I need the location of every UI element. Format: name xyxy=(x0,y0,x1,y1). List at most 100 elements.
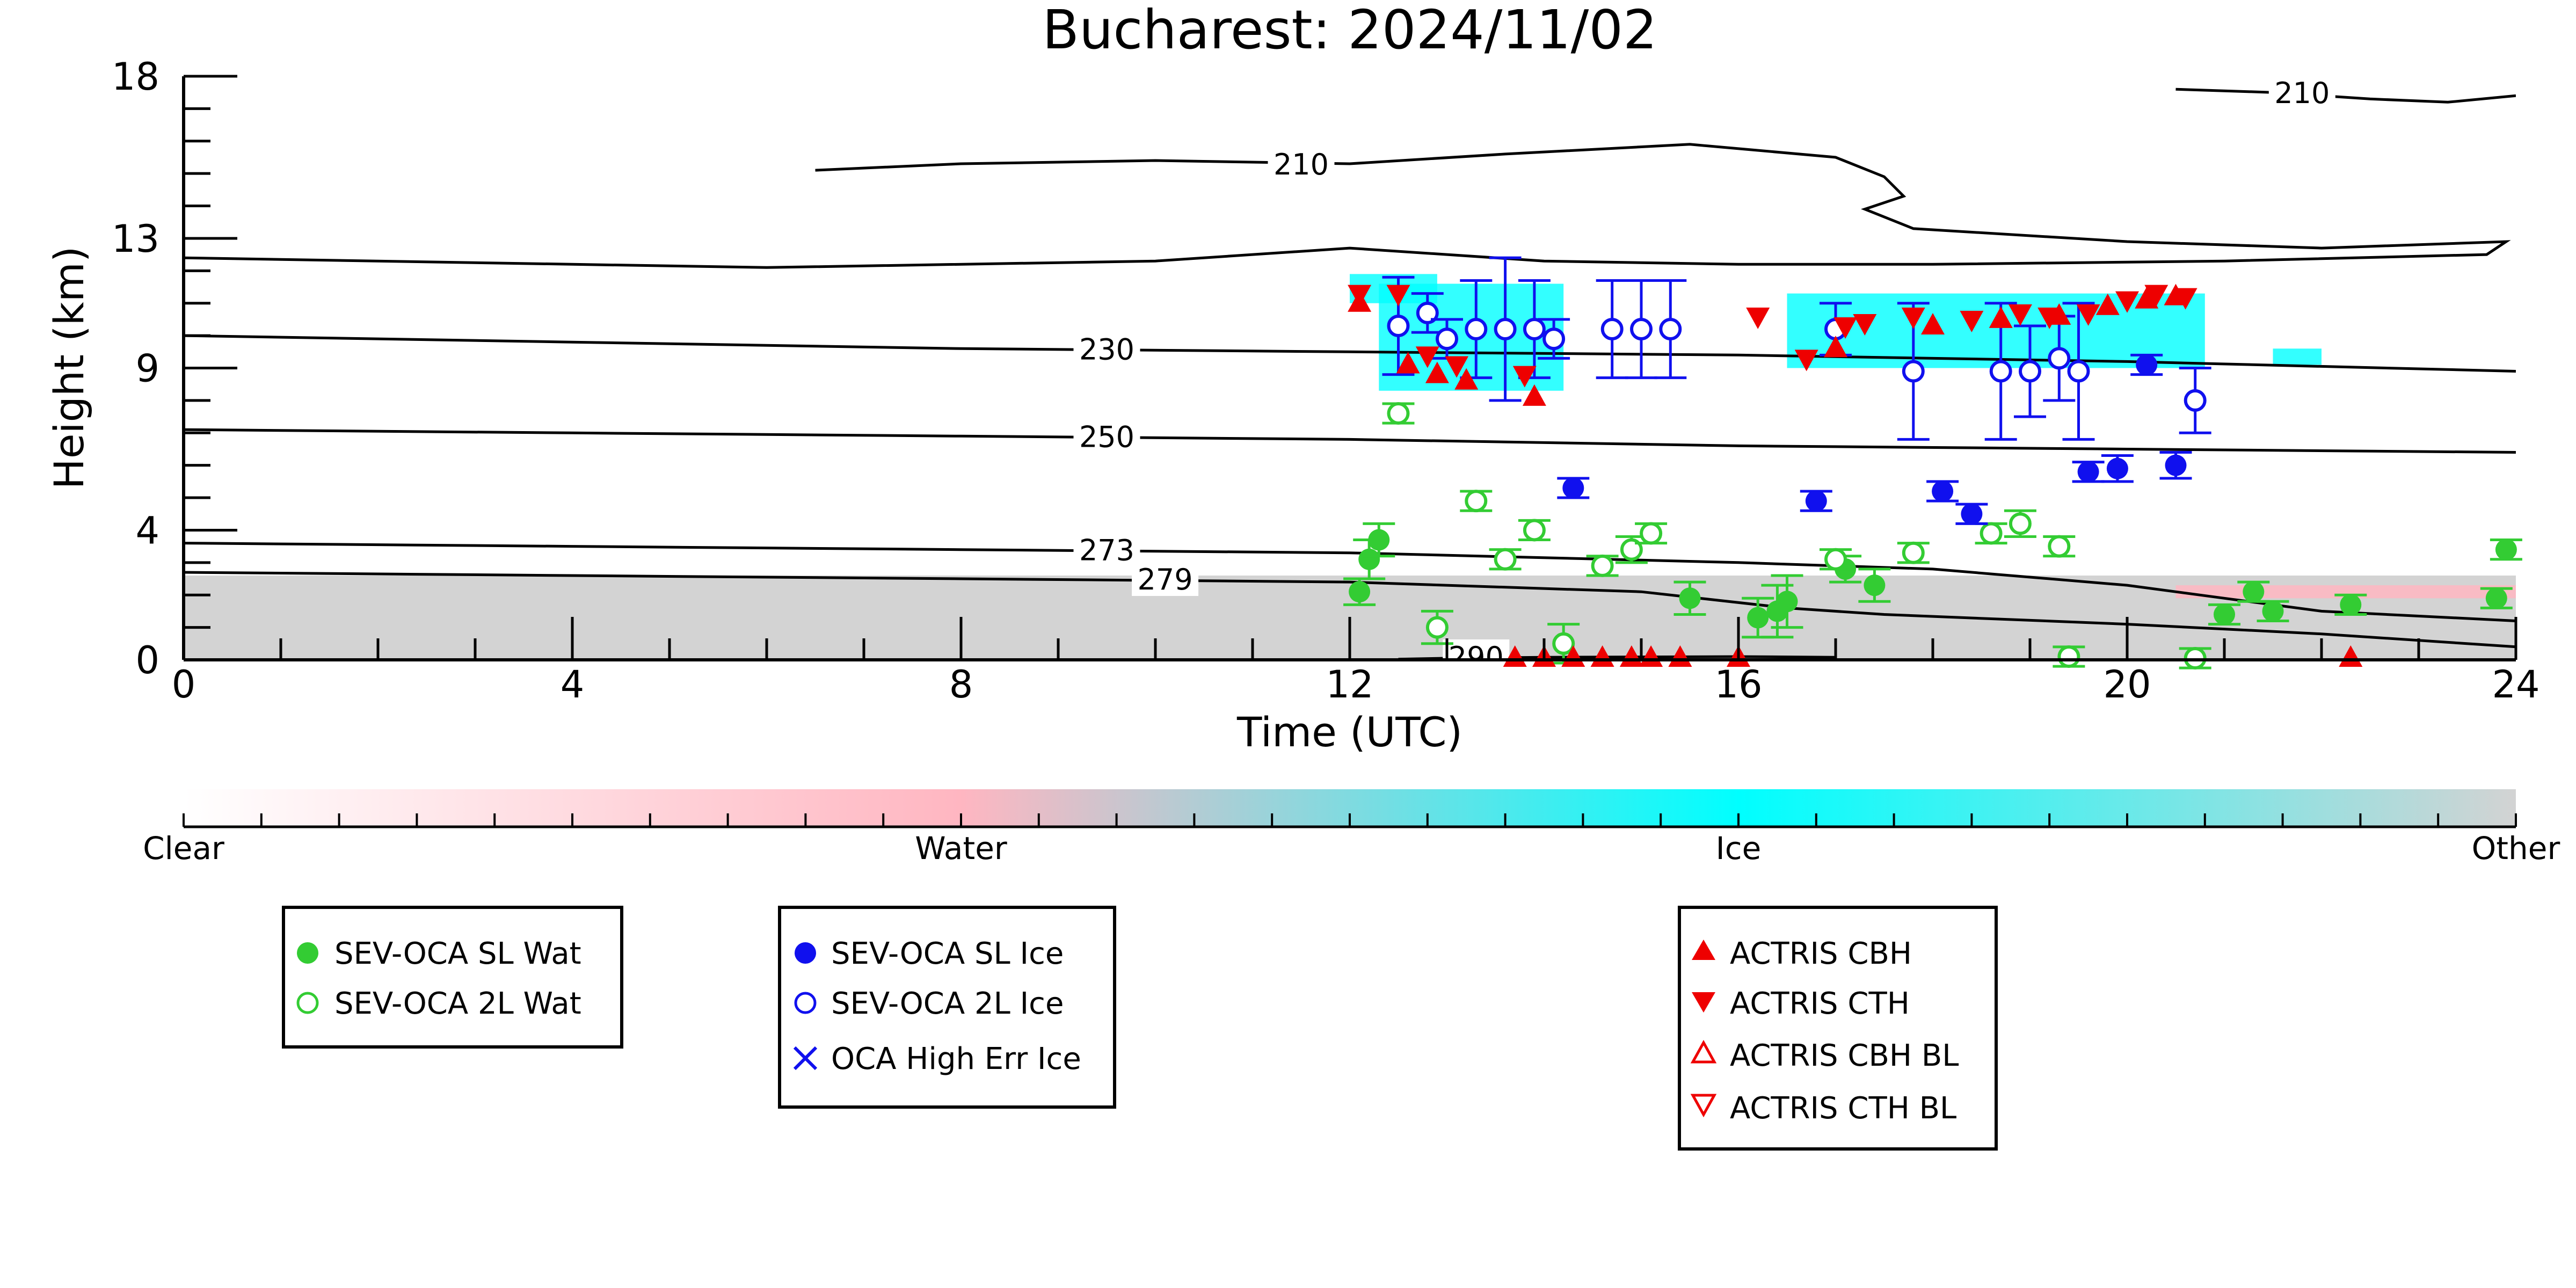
colorbar-label-clear: Clear xyxy=(143,830,224,867)
actris-cbh-point-9 xyxy=(2095,293,2120,315)
x-tick-label-20: 20 xyxy=(2103,663,2151,707)
sev-oca-2l-wat-point-4 xyxy=(1518,519,1551,542)
legend-actris-marker-2 xyxy=(1690,1039,1717,1064)
legend-ice-label-0: SEV-OCA SL Ice xyxy=(831,936,1064,971)
contour-label-bg-2 xyxy=(1073,331,1140,366)
sev-oca-2l-wat-point-9 xyxy=(1820,548,1852,571)
sev-oca-sl-wat-point-12 xyxy=(2334,593,2367,616)
sev-oca-2l-wat-point-13 xyxy=(2043,535,2076,558)
y-tick-label-13: 13 xyxy=(112,217,159,261)
actris-cth-point-0 xyxy=(1348,285,1372,307)
contour-label-bg-0 xyxy=(1268,147,1335,181)
sev-oca-sl-wat-point-13 xyxy=(2480,587,2513,609)
contour-label-bg-3 xyxy=(1073,419,1140,454)
sev-oca-sl-wat-point-8 xyxy=(1858,567,1891,603)
actris-cth-point-11 xyxy=(2008,304,2032,326)
legend-water-marker-0 xyxy=(297,942,318,964)
contour-label-bg-6 xyxy=(1443,639,1510,660)
actris-cth-point-10 xyxy=(1960,310,1984,332)
ice-region-3 xyxy=(2273,348,2322,365)
contour-label-bg-5 xyxy=(1132,562,1199,596)
actris-cbh-point-1 xyxy=(1396,352,1420,374)
sev-oca-sl-ice-point-0 xyxy=(1557,477,1590,499)
x-tick-label-12: 12 xyxy=(1326,663,1373,707)
contour-line-0 xyxy=(184,143,2511,269)
legend-actris-marker-3 xyxy=(1690,1094,1717,1118)
y-tick-label-0: 0 xyxy=(135,638,159,682)
contour-line-2 xyxy=(184,334,2516,373)
actris-cth-point-8 xyxy=(1853,314,1877,336)
actris-cbh-point-4 xyxy=(1522,384,1546,406)
sev-oca-sl-wat-point-3 xyxy=(1673,580,1706,616)
legend-ice-label-1: SEV-OCA 2L Ice xyxy=(831,986,1064,1021)
actris-cbh-point-6 xyxy=(1921,312,1945,334)
sev-oca-sl-ice-point-7 xyxy=(2159,451,2192,480)
sev-oca-2l-wat-point-8 xyxy=(1635,522,1668,545)
sev-oca-sl-ice-point-5 xyxy=(2101,454,2134,483)
sev-oca-sl-wat-point-2 xyxy=(1363,522,1395,558)
legend-actris-label-1: ACTRIS CTH xyxy=(1730,986,1910,1021)
sev-oca-sl-wat-point-14 xyxy=(2490,539,2522,561)
sev-oca-2l-ice-point-6 xyxy=(1538,318,1570,360)
legend-water-marker-1 xyxy=(296,992,319,1014)
legend-actris-marker-1 xyxy=(1692,992,1715,1013)
sev-oca-2l-ice-point-13 xyxy=(2014,324,2046,418)
colorbar: Clear Water Ice Other xyxy=(143,789,2560,867)
actris-cth-point-5 xyxy=(1746,307,1770,329)
contour-label-3: 250 xyxy=(1079,420,1134,454)
actris-cth-point-13 xyxy=(2076,304,2100,326)
x-tick-label-4: 4 xyxy=(561,663,585,707)
legend-ice-marker-2 xyxy=(793,1046,818,1071)
sev-oca-2l-wat-point-10 xyxy=(1897,541,1930,564)
x-tick-label-24: 24 xyxy=(2492,663,2539,707)
sev-oca-2l-wat-point-3 xyxy=(1489,548,1522,571)
y-tick-label-4: 4 xyxy=(135,508,159,552)
sev-oca-sl-ice-point-1 xyxy=(1800,490,1832,512)
legend-ice-marker-0 xyxy=(795,942,816,964)
contour-line-3 xyxy=(184,428,2516,454)
sev-oca-sl-ice-point-4 xyxy=(2072,461,2105,483)
y-tick-label-9: 9 xyxy=(135,347,159,391)
sev-oca-2l-ice-point-8 xyxy=(1625,279,1657,380)
legend-actris-marker-0 xyxy=(1692,940,1715,960)
contour-label-bg-4 xyxy=(1073,532,1140,567)
legend-water: SEV-OCA SL Wat SEV-OCA 2L Wat xyxy=(282,906,623,1049)
actris-cbh-point-2 xyxy=(1425,361,1449,383)
sev-oca-sl-ice-point-6 xyxy=(2130,353,2163,376)
sev-oca-sl-ice-point-3 xyxy=(1955,503,1988,525)
sev-oca-2l-ice-point-3 xyxy=(1460,279,1493,380)
legend-ice-label-2: OCA High Err Ice xyxy=(831,1042,1081,1076)
contour-label-bg-1 xyxy=(2268,76,2335,110)
actris-cth-point-4 xyxy=(1512,366,1537,388)
actris-cth-point-2 xyxy=(1415,346,1439,368)
x-tick-label-8: 8 xyxy=(949,663,973,707)
sev-oca-sl-wat-point-4 xyxy=(1742,596,1774,639)
legend-ice-box xyxy=(778,906,1116,1109)
contour-line-1 xyxy=(2175,88,2516,104)
sev-oca-2l-ice-point-15 xyxy=(2062,302,2095,441)
actris-cth-point-14 xyxy=(2115,291,2139,313)
sev-oca-2l-wat-point-12 xyxy=(2004,509,2036,539)
legend-water-box xyxy=(282,906,623,1049)
sev-oca-2l-wat-point-11 xyxy=(1975,522,2007,545)
actris-cbh-point-3 xyxy=(1454,368,1479,390)
actris-cth-point-15 xyxy=(2144,285,2169,307)
actris-cbh-point-10 xyxy=(2135,287,2159,309)
actris-cth-point-3 xyxy=(1445,356,1469,378)
sev-oca-sl-wat-point-6 xyxy=(1771,574,1803,629)
sev-oca-2l-ice-point-16 xyxy=(2179,367,2211,434)
legend-actris-label-3: ACTRIS CTH BL xyxy=(1730,1091,1956,1126)
legend-actris-label-0: ACTRIS CBH xyxy=(1730,936,1912,971)
sev-oca-2l-ice-point-9 xyxy=(1654,279,1687,380)
sev-oca-2l-wat-point-2 xyxy=(1460,490,1493,513)
actris-cbh-point-7 xyxy=(1989,306,2013,328)
legend-ice-marker-1 xyxy=(794,992,817,1014)
legend-actris-label-2: ACTRIS CBH BL xyxy=(1730,1038,1959,1073)
colorbar-label-other: Other xyxy=(2472,830,2560,867)
series-layer xyxy=(1343,256,2522,670)
y-tick-label-18: 18 xyxy=(112,55,159,99)
actris-cth-point-16 xyxy=(2173,288,2197,310)
legend-actris: ACTRIS CBH ACTRIS CTH ACTRIS CBH BL ACTR… xyxy=(1678,906,1998,1151)
contour-label-4: 273 xyxy=(1079,534,1134,567)
sev-oca-2l-wat-point-0 xyxy=(1382,402,1415,425)
